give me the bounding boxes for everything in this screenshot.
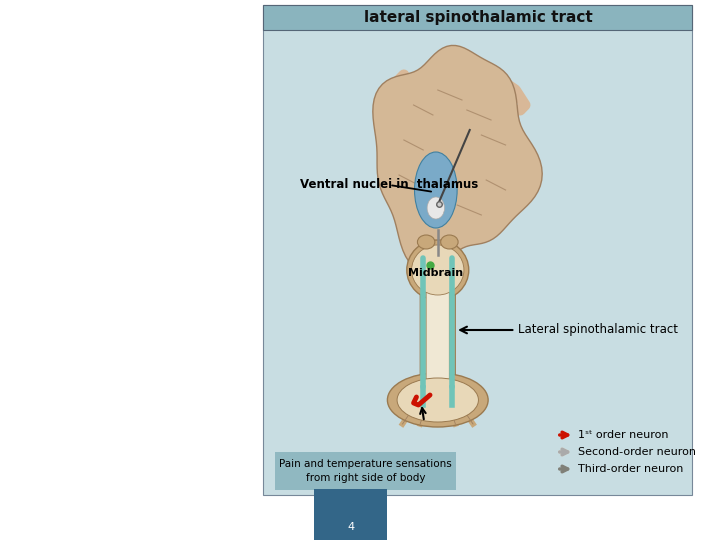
Bar	[264, 5, 693, 495]
FancyBboxPatch shape	[275, 452, 456, 490]
Text: Third-order neuron: Third-order neuron	[578, 464, 683, 474]
Ellipse shape	[507, 155, 534, 195]
Text: Ventral nuclei in  thalamus: Ventral nuclei in thalamus	[300, 179, 479, 192]
Text: 1ˢᵗ order neuron: 1ˢᵗ order neuron	[578, 430, 669, 440]
FancyBboxPatch shape	[426, 258, 449, 387]
Text: 4: 4	[347, 522, 354, 532]
Ellipse shape	[418, 235, 435, 249]
Ellipse shape	[441, 235, 458, 249]
Text: Second-order neuron: Second-order neuron	[578, 447, 696, 457]
Text: Lateral spinothalamic tract: Lateral spinothalamic tract	[460, 323, 678, 336]
Ellipse shape	[412, 245, 464, 295]
FancyBboxPatch shape	[420, 253, 455, 392]
Text: Midbrain: Midbrain	[408, 268, 464, 278]
Ellipse shape	[407, 240, 469, 300]
Text: Pain and temperature sensations
from right side of body: Pain and temperature sensations from rig…	[279, 459, 452, 483]
Ellipse shape	[427, 197, 444, 219]
Text: lateral spinothalamic tract: lateral spinothalamic tract	[364, 10, 593, 25]
Ellipse shape	[415, 152, 457, 228]
Ellipse shape	[387, 373, 488, 427]
Polygon shape	[373, 45, 542, 270]
Bar	[264, 5, 693, 30]
Ellipse shape	[397, 378, 479, 422]
